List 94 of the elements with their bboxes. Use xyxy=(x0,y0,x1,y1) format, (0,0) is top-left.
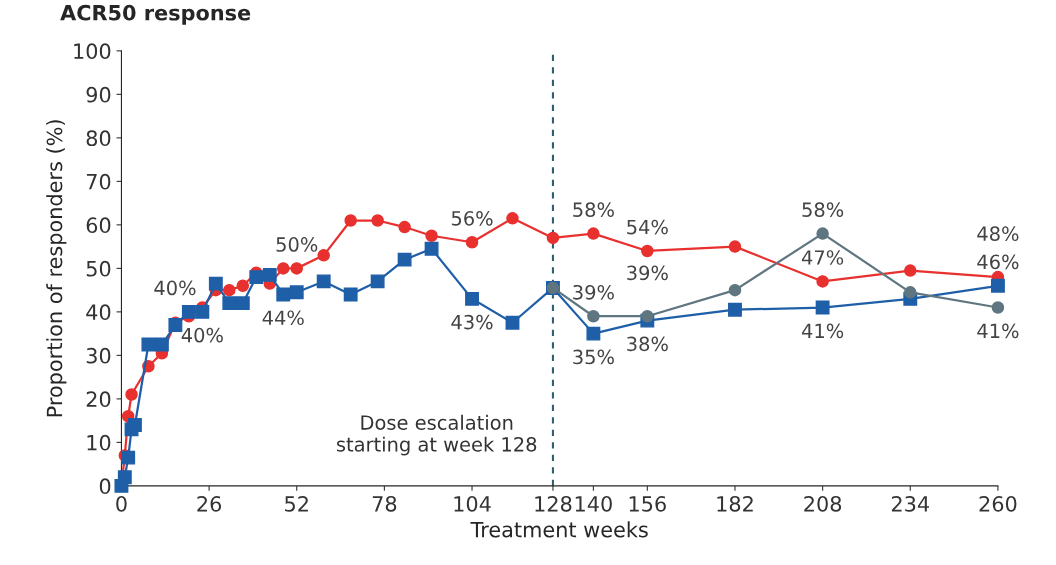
point xyxy=(262,267,277,282)
point xyxy=(125,388,138,401)
annotation: 47% xyxy=(801,250,844,265)
point xyxy=(344,214,357,227)
y-tick-label: 60 xyxy=(86,217,111,234)
point xyxy=(117,470,132,485)
point xyxy=(276,287,291,302)
y-tick-label: 10 xyxy=(87,434,111,451)
y-tick-label: 80 xyxy=(86,130,111,147)
point xyxy=(181,304,196,319)
point xyxy=(991,301,1005,314)
point xyxy=(236,279,250,293)
x-tick-label: 26 xyxy=(197,495,222,512)
point xyxy=(506,212,519,225)
point xyxy=(728,283,742,297)
y-tick-label: 20 xyxy=(86,391,111,408)
point xyxy=(641,309,654,323)
annotation: Dose escalation starting at week 128 xyxy=(336,414,537,456)
x-tick-label: 52 xyxy=(285,495,308,512)
point xyxy=(424,241,439,256)
annotation: 44% xyxy=(262,310,304,326)
point xyxy=(121,450,136,465)
point xyxy=(222,296,237,311)
point xyxy=(587,309,600,323)
annotation: 40% xyxy=(181,327,223,343)
y-tick-label: 50 xyxy=(86,260,111,277)
point xyxy=(728,302,742,317)
point xyxy=(587,227,600,240)
annotation: 48% xyxy=(977,226,1019,242)
x-tick-label: 78 xyxy=(372,495,397,512)
point xyxy=(277,262,290,275)
chart-title: ACR50 response xyxy=(60,4,251,25)
point xyxy=(465,291,479,306)
annotation: 46% xyxy=(977,254,1019,270)
annotation: 41% xyxy=(801,323,844,339)
x-tick-label: 208 xyxy=(804,495,842,512)
point xyxy=(904,286,917,299)
point xyxy=(816,275,829,288)
point xyxy=(546,231,560,245)
point xyxy=(289,285,304,300)
point xyxy=(904,264,917,277)
point xyxy=(728,240,742,253)
x-tick-label: 234 xyxy=(891,495,929,512)
point xyxy=(465,236,479,249)
point xyxy=(425,229,438,242)
point xyxy=(505,315,520,330)
x-tick-label: 156 xyxy=(629,495,666,512)
annotation: 58% xyxy=(802,202,844,217)
y-tick-label: 0 xyxy=(99,478,111,495)
x-tick-label: 260 xyxy=(979,495,1017,512)
annotation: 40% xyxy=(154,280,196,296)
point xyxy=(371,214,384,227)
point xyxy=(586,326,601,341)
annotation: 54% xyxy=(627,219,668,235)
point xyxy=(370,274,385,289)
y-tick-label: 40 xyxy=(86,304,111,321)
x-tick-label: 0 xyxy=(116,495,127,512)
point xyxy=(223,283,236,297)
point xyxy=(195,304,210,319)
point xyxy=(141,337,156,352)
x-axis-title: Treatment weeks xyxy=(470,521,648,538)
annotation: 58% xyxy=(573,202,614,217)
point xyxy=(641,244,654,258)
point xyxy=(990,278,1005,293)
x-tick-label: 182 xyxy=(717,495,753,512)
x-tick-label: 140 xyxy=(575,495,612,512)
point xyxy=(398,220,411,234)
point xyxy=(815,300,830,315)
y-tick-label: 30 xyxy=(86,347,111,364)
annotation: 56% xyxy=(451,210,493,226)
point xyxy=(317,249,330,262)
y-axis-title: Proportion of responders (%) xyxy=(46,120,67,417)
annotation: 41% xyxy=(977,323,1019,339)
point xyxy=(816,227,829,240)
point xyxy=(127,418,142,432)
annotation: 39% xyxy=(573,284,614,300)
point xyxy=(343,287,358,302)
annotation: 43% xyxy=(451,314,493,330)
annotation: 35% xyxy=(573,349,614,365)
point xyxy=(235,296,250,311)
y-tick-label: 100 xyxy=(74,43,111,60)
annotation: 50% xyxy=(276,237,318,252)
y-tick-label: 90 xyxy=(86,86,111,103)
point xyxy=(316,274,331,289)
annotation: 38% xyxy=(627,336,668,352)
y-tick-label: 70 xyxy=(86,173,111,190)
x-tick-label: 128 xyxy=(535,495,572,512)
point xyxy=(397,252,412,267)
point xyxy=(208,276,223,291)
annotation: 39% xyxy=(627,265,668,281)
point xyxy=(249,270,264,285)
x-tick-label: 104 xyxy=(454,495,491,512)
point xyxy=(290,262,303,275)
point xyxy=(154,337,169,352)
